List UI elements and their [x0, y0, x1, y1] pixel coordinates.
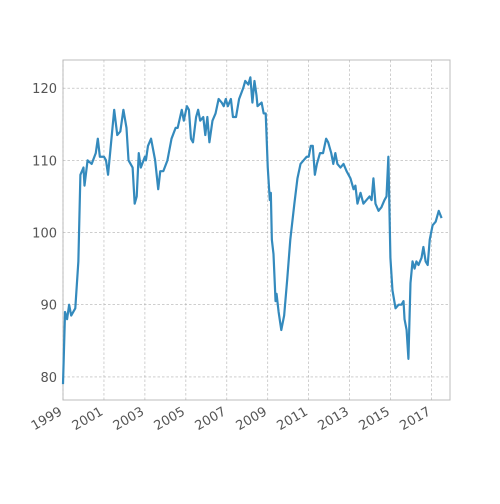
x-tick-label: 2001 [70, 404, 106, 434]
plot-frame [62, 59, 451, 401]
x-tick-label: 2013 [316, 404, 352, 434]
x-tick-label: 2017 [397, 404, 433, 434]
x-tick-label: 2011 [275, 404, 311, 434]
y-tick-label: 90 [40, 299, 57, 314]
y-tick-label: 120 [32, 82, 57, 97]
data-line [61, 76, 443, 385]
y-tick-label: 80 [40, 371, 57, 386]
x-tick-label: 2009 [234, 404, 270, 434]
y-tick-label: 110 [32, 154, 57, 169]
x-tick-label: 1999 [29, 404, 65, 434]
y-tick-label: 100 [32, 227, 57, 242]
x-tick-label: 2005 [152, 404, 188, 434]
x-tick-label: 2015 [356, 404, 392, 434]
x-tick-label: 2007 [193, 404, 229, 434]
x-tick-label: 2003 [111, 404, 147, 434]
